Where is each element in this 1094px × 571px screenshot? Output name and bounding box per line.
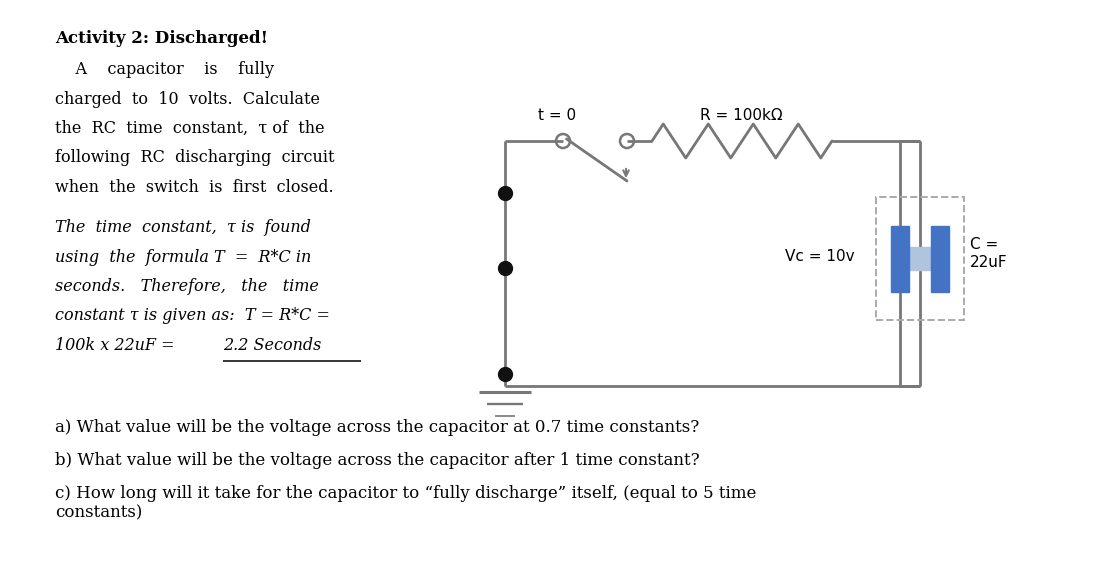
- Text: using  the  formula T  =  R*C in: using the formula T = R*C in: [55, 248, 312, 266]
- Text: 2.2 Seconds: 2.2 Seconds: [223, 337, 322, 354]
- Text: the  RC  time  constant,  τ of  the: the RC time constant, τ of the: [55, 120, 325, 137]
- Text: c) How long will it take for the capacitor to “fully discharge” itself, (equal t: c) How long will it take for the capacit…: [55, 485, 756, 521]
- Text: Activity 2: Discharged!: Activity 2: Discharged!: [55, 30, 268, 47]
- Text: Vc = 10v: Vc = 10v: [785, 249, 854, 264]
- Bar: [876, 198, 964, 320]
- Text: charged  to  10  volts.  Calculate: charged to 10 volts. Calculate: [55, 90, 321, 107]
- Text: R = 100kΩ: R = 100kΩ: [700, 108, 782, 123]
- Text: when  the  switch  is  first  closed.: when the switch is first closed.: [55, 179, 334, 196]
- Bar: [891, 226, 909, 292]
- Text: t = 0: t = 0: [538, 108, 577, 123]
- Text: a) What value will be the voltage across the capacitor at 0.7 time constants?: a) What value will be the voltage across…: [55, 419, 699, 436]
- Text: constant τ is given as:  T = R*C =: constant τ is given as: T = R*C =: [55, 308, 330, 324]
- Text: following  RC  discharging  circuit: following RC discharging circuit: [55, 150, 335, 167]
- Text: b) What value will be the voltage across the capacitor after 1 time constant?: b) What value will be the voltage across…: [55, 452, 700, 469]
- Text: C =
22uF: C = 22uF: [970, 238, 1008, 270]
- Text: The  time  constant,  τ is  found: The time constant, τ is found: [55, 219, 311, 236]
- Text: A    capacitor    is    fully: A capacitor is fully: [55, 61, 274, 78]
- Text: seconds.   Therefore,   the   time: seconds. Therefore, the time: [55, 278, 318, 295]
- Bar: [909, 247, 931, 270]
- Text: 100k x 22uF =: 100k x 22uF =: [55, 337, 179, 354]
- Bar: [931, 226, 948, 292]
